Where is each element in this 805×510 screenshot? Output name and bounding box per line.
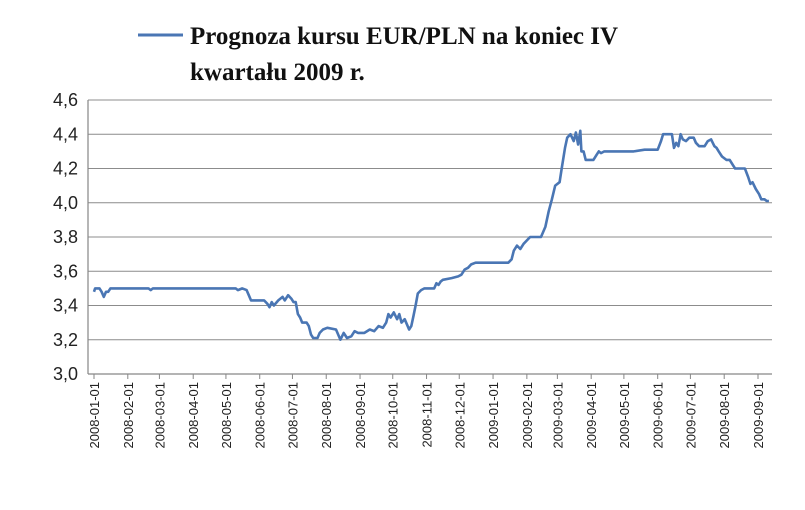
x-tick-label: 2009-09-01 bbox=[751, 382, 766, 449]
x-tick-label: 2008-01-01 bbox=[87, 382, 102, 449]
y-axis: 3,0 3,2 3,4 3,6 3,8 4,0 4,2 4,4 4,6 bbox=[53, 90, 78, 384]
x-tick-label: 2008-05-01 bbox=[219, 382, 234, 449]
y-tick-label: 3,8 bbox=[53, 227, 78, 247]
x-tick-label: 2009-02-01 bbox=[520, 382, 535, 449]
x-axis: 2008-01-01 2008-02-01 2008-03-01 2008-04-01… bbox=[87, 374, 766, 449]
legend: Prognoza kursu EUR/PLN na koniec IV kwar… bbox=[138, 23, 618, 86]
legend-label-line2: kwartału 2009 r. bbox=[190, 59, 365, 86]
x-tick-label: 2008-10-01 bbox=[386, 382, 401, 449]
y-tick-label: 3,4 bbox=[53, 296, 78, 316]
gridlines bbox=[88, 99, 772, 341]
legend-label-line1: Prognoza kursu EUR/PLN na koniec IV bbox=[190, 23, 618, 50]
y-tick-label: 4,0 bbox=[53, 193, 78, 213]
x-tick-label: 2008-12-01 bbox=[452, 382, 467, 449]
series-group bbox=[92, 129, 769, 341]
x-tick-label: 2009-05-01 bbox=[617, 382, 632, 449]
x-tick-label: 2009-03-01 bbox=[550, 382, 565, 449]
x-tick-label: 2008-08-01 bbox=[319, 382, 334, 449]
x-tick-label: 2009-07-01 bbox=[683, 382, 698, 449]
y-tick-label: 3,2 bbox=[53, 330, 78, 350]
x-tick-label: 2008-09-01 bbox=[353, 382, 368, 449]
y-tick-label: 4,6 bbox=[53, 90, 78, 110]
y-tick-label: 3,0 bbox=[53, 364, 78, 384]
y-tick-label: 4,4 bbox=[53, 124, 78, 144]
x-tick-label: 2008-06-01 bbox=[253, 382, 268, 449]
series-line bbox=[92, 129, 769, 341]
y-tick-label: 4,2 bbox=[53, 159, 78, 179]
x-tick-label: 2009-06-01 bbox=[651, 382, 666, 449]
y-tick-label: 3,6 bbox=[53, 261, 78, 281]
x-tick-label: 2009-04-01 bbox=[584, 382, 599, 449]
x-tick-label: 2008-04-01 bbox=[186, 382, 201, 449]
x-tick-label: 2009-08-01 bbox=[717, 382, 732, 449]
x-tick-label: 2008-11-01 bbox=[420, 382, 435, 448]
x-tick-label: 2009-01-01 bbox=[486, 382, 501, 449]
x-tick-label: 2008-02-01 bbox=[121, 382, 136, 449]
x-tick-label: 2008-03-01 bbox=[152, 382, 167, 449]
x-tick-label: 2008-07-01 bbox=[285, 382, 300, 449]
